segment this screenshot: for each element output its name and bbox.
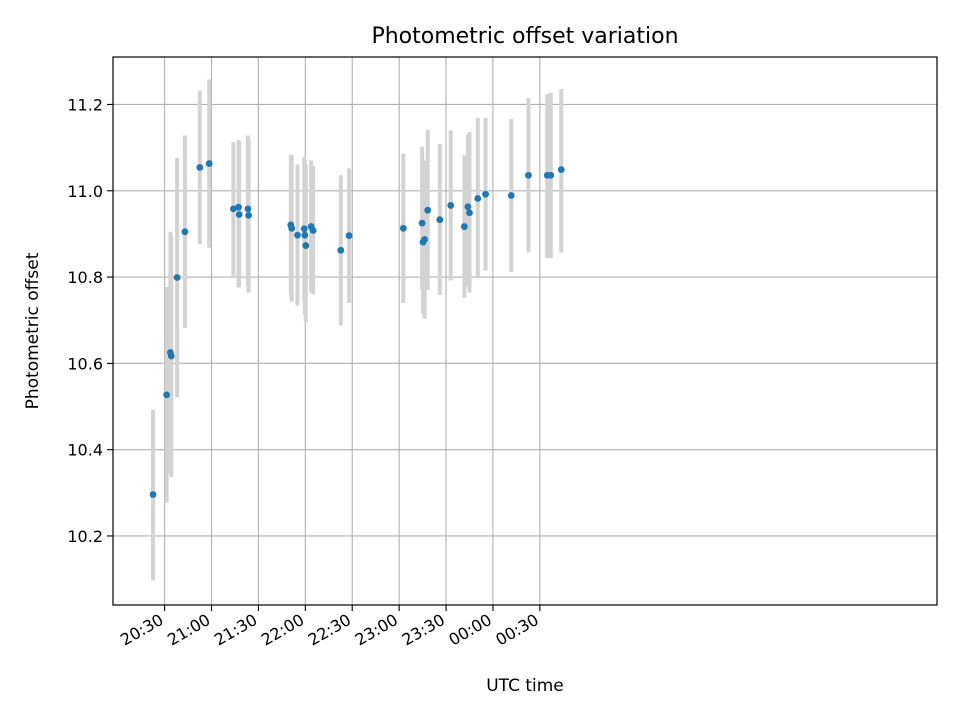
data-point [482,190,489,198]
data-point [547,171,555,179]
grid-lines [113,57,937,605]
data-points [149,160,565,498]
data-point [507,192,515,199]
data-point [447,202,455,209]
data-point [337,246,345,254]
y-tick-label: 10.2 [67,527,103,546]
data-point [460,223,468,230]
data-point [205,160,213,167]
data-point [196,164,204,171]
data-point [149,491,157,498]
y-tick-label: 11.2 [67,95,103,114]
data-point [399,224,407,232]
data-point [245,211,252,219]
y-tick-label: 11.0 [67,182,103,201]
y-tick-label: 10.8 [67,268,103,287]
chart-title: Photometric offset variation [371,24,678,49]
data-point [302,242,310,249]
data-point [525,171,532,179]
data-point [163,391,171,399]
data-point [173,274,181,281]
data-point [421,236,429,243]
data-point [466,209,473,217]
data-point [464,203,472,211]
y-tick-label: 10.4 [67,441,103,460]
y-axis-label: Photometric offset [23,252,43,409]
data-point [557,166,565,174]
data-point [474,195,482,202]
data-point [345,232,353,240]
data-point [300,225,308,233]
data-point [294,231,301,239]
data-point [181,228,189,236]
data-point [288,224,296,232]
data-point [229,205,237,213]
data-point [235,203,242,211]
data-point [301,231,309,239]
data-point [244,205,252,213]
data-point [309,227,317,234]
x-axis-label: UTC time [486,676,564,696]
data-point [167,352,175,360]
data-point [424,206,432,214]
plot-frame [112,56,938,606]
data-point [235,211,243,218]
data-point [418,219,426,227]
data-point [436,216,444,224]
y-tick-label: 10.6 [67,354,103,373]
